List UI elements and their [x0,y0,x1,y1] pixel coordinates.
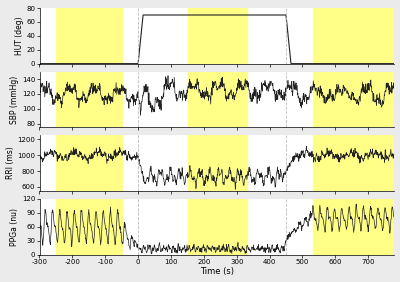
Y-axis label: RRI (ms): RRI (ms) [6,147,14,179]
Bar [188,8,247,64]
X-axis label: Time (s): Time (s) [200,267,234,276]
Y-axis label: HUT (deg): HUT (deg) [14,17,24,55]
Bar [313,135,400,191]
Bar [56,199,122,254]
Bar [313,72,400,127]
Bar [56,135,122,191]
Bar [56,72,122,127]
Bar [188,72,247,127]
Bar [313,199,400,254]
Y-axis label: SBP (mmHg): SBP (mmHg) [10,75,19,124]
Bar [188,199,247,254]
Y-axis label: PPGa (nu): PPGa (nu) [10,208,19,246]
Bar [56,8,122,64]
Bar [188,135,247,191]
Bar [313,8,400,64]
